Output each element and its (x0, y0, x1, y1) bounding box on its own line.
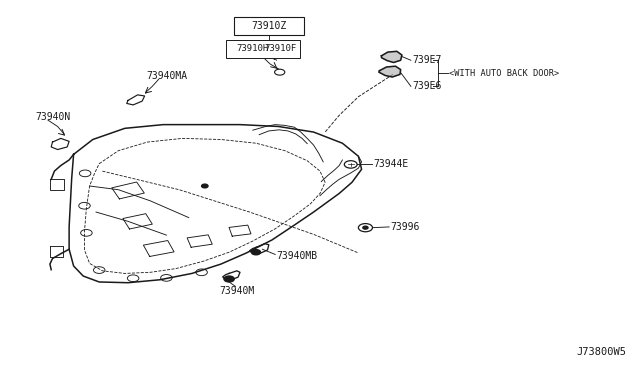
Polygon shape (381, 51, 402, 62)
FancyBboxPatch shape (234, 17, 304, 35)
Circle shape (202, 184, 208, 188)
Text: 73996: 73996 (390, 222, 420, 232)
Text: <WITH AUTO BACK DOOR>: <WITH AUTO BACK DOOR> (449, 69, 559, 78)
Text: 73910Z: 73910Z (251, 21, 287, 31)
Text: 73910H: 73910H (237, 44, 269, 53)
FancyBboxPatch shape (226, 40, 300, 58)
Text: 73910F: 73910F (264, 44, 296, 53)
Text: 739E7: 739E7 (412, 55, 442, 65)
Text: J73800W5: J73800W5 (576, 347, 626, 357)
Text: 73940M: 73940M (219, 286, 255, 296)
Text: 739E6: 739E6 (412, 81, 442, 91)
Text: 73944E: 73944E (374, 160, 409, 169)
Text: 73940MA: 73940MA (146, 71, 187, 81)
Circle shape (252, 250, 260, 255)
Polygon shape (379, 66, 401, 77)
Text: 73940N: 73940N (35, 112, 70, 122)
Circle shape (224, 276, 234, 282)
Text: 73940MB: 73940MB (276, 251, 317, 260)
Circle shape (363, 226, 368, 229)
